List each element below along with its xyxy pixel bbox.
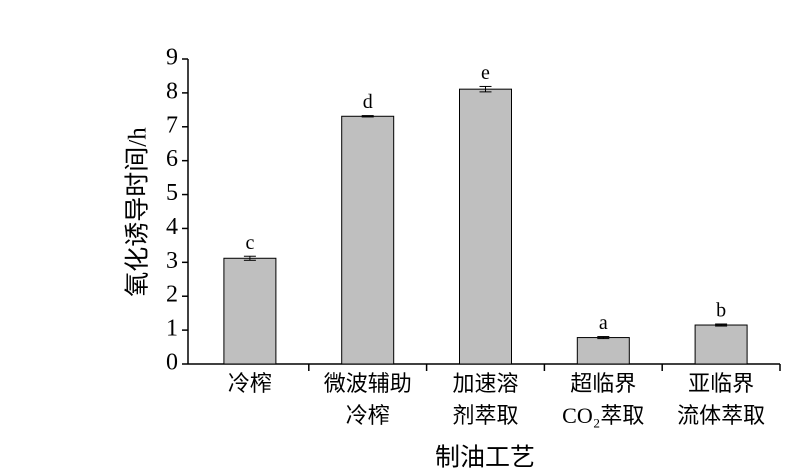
x-tick-label: 冷榨 [228,371,272,396]
y-tick-label: 9 [166,45,178,71]
significance-letter: b [716,300,726,322]
x-axis-label: 制油工艺 [435,444,535,470]
y-tick-label: 1 [166,316,178,342]
bar [459,88,512,365]
x-tick-label: 剂萃取 [452,403,518,428]
bar [223,257,277,365]
x-tick-label: 流体萃取 [677,403,765,428]
significance-letter: a [599,312,608,334]
bar [694,324,748,365]
bar [576,337,630,365]
y-tick-label: 5 [166,180,178,206]
x-tick-label: 超临界 [570,371,636,396]
significance-letter: d [363,91,373,113]
y-tick-label: 4 [166,214,178,240]
y-tick-label: 0 [166,350,178,376]
x-tick-label: 加速溶 [452,371,518,396]
y-tick-label: 3 [166,248,178,274]
x-tick-label: 冷榨 [346,403,390,428]
y-tick-label: 8 [166,78,178,104]
y-tick-label: 2 [166,282,178,308]
x-tick-label: 微波辅助 [324,371,412,396]
significance-letter: c [245,232,254,254]
x-tick-label: 亚临界 [688,371,754,396]
bar [341,115,395,365]
y-tick-label: 7 [166,112,178,138]
y-axis-label: 氧化诱导时间/h [124,127,152,297]
y-tick-label: 6 [166,146,178,172]
significance-letter: e [481,62,490,84]
x-tick-label: CO₂萃取 [562,403,644,428]
